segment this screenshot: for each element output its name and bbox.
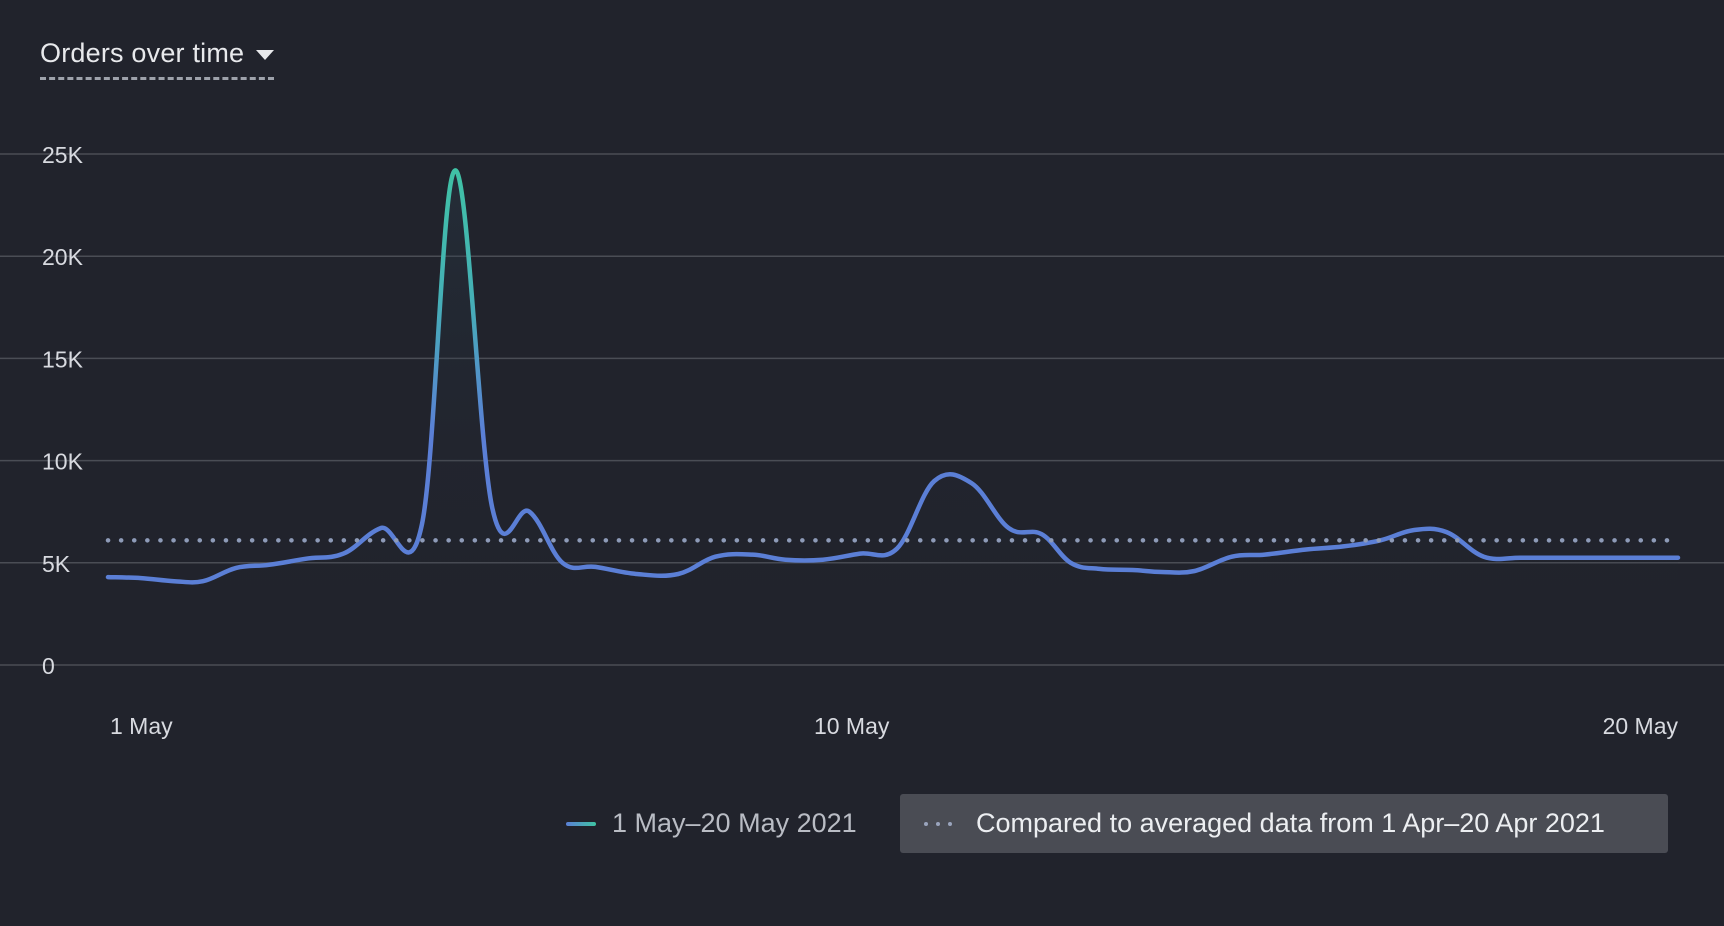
y-tick-label: 15K <box>42 346 84 372</box>
legend-comparison-label: Compared to averaged data from 1 Apr–20 … <box>976 808 1605 838</box>
x-tick-label: 10 May <box>814 713 890 739</box>
dotted-line-icon <box>924 821 952 826</box>
y-tick-label: 5K <box>42 551 71 577</box>
primary-series-area <box>108 170 1678 665</box>
chart-title-dropdown[interactable]: Orders over time <box>40 38 275 80</box>
solid-line-icon <box>566 821 596 826</box>
y-tick-label: 20K <box>42 244 84 270</box>
chart-title: Orders over time <box>40 38 245 68</box>
primary-series-line <box>105 168 1681 585</box>
legend-comparison-series[interactable]: Compared to averaged data from 1 Apr–20 … <box>900 794 1668 853</box>
chevron-down-icon <box>256 49 275 60</box>
y-tick-label: 25K <box>42 142 84 168</box>
orders-line-chart: 0 5K 10K 15K 20K 25K 1 May 10 May 20 May <box>0 142 1724 739</box>
y-tick-label: 10K <box>42 449 84 475</box>
legend-primary-series[interactable]: 1 May–20 May 2021 <box>566 808 857 839</box>
x-tick-label: 20 May <box>1603 713 1679 739</box>
y-tick-label: 0 <box>42 653 55 679</box>
legend-primary-label: 1 May–20 May 2021 <box>612 808 857 838</box>
x-tick-label: 1 May <box>110 713 173 739</box>
